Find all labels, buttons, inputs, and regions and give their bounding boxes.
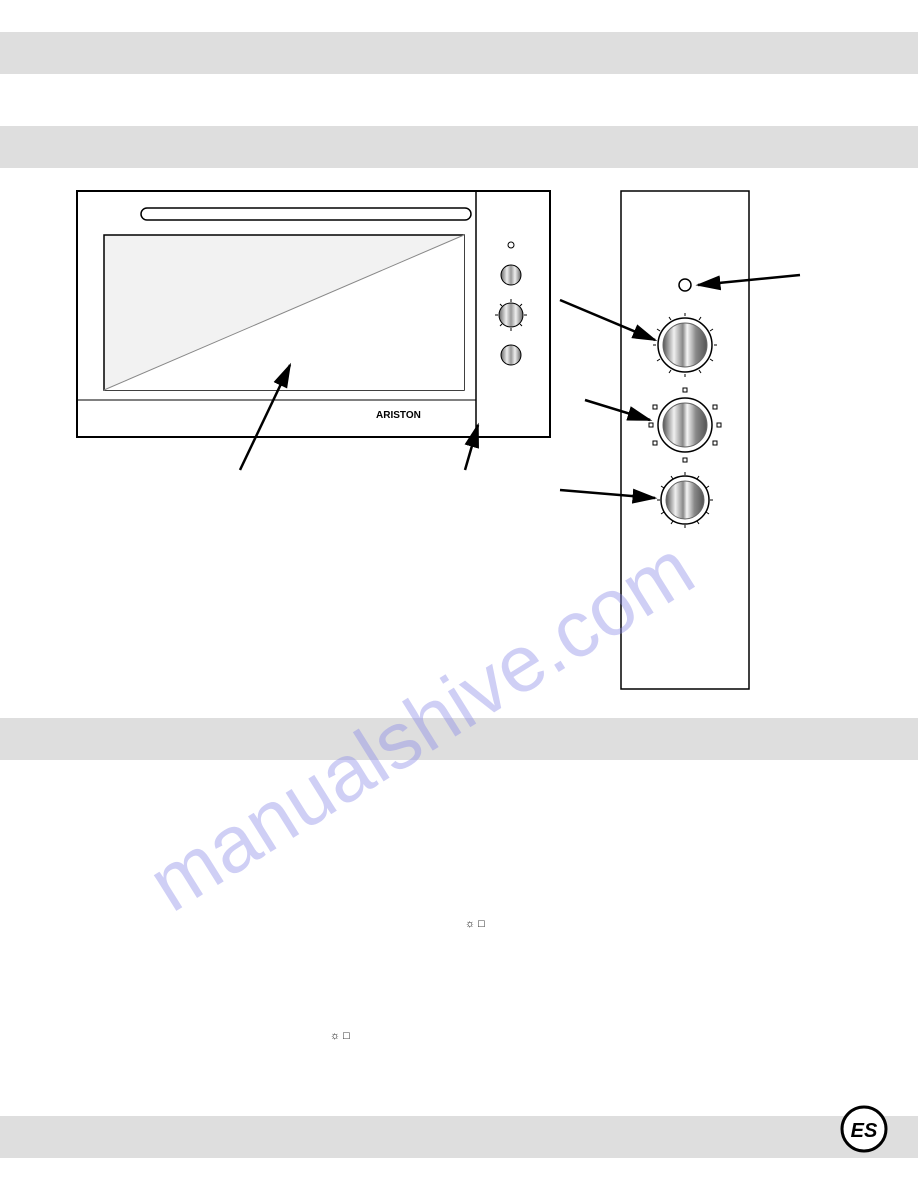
footer-bar	[0, 1116, 918, 1158]
mode-icons-1: ☼ □	[465, 918, 485, 930]
section-bar	[0, 718, 918, 760]
language-badge: ES	[840, 1105, 888, 1153]
mode-icons-2: ☼ □	[330, 1030, 350, 1042]
svg-text:ES: ES	[851, 1120, 878, 1142]
arrows-overlay	[0, 0, 918, 700]
